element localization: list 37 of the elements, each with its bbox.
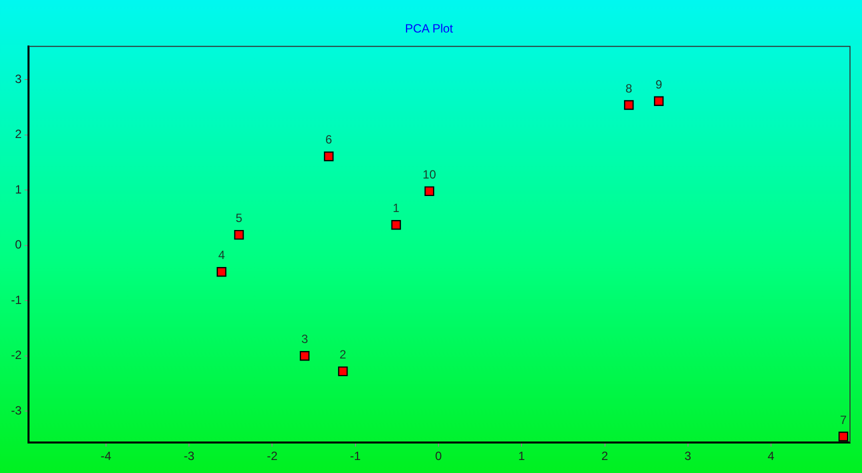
- annotation: 2: [340, 348, 347, 362]
- annotation: 10: [422, 167, 436, 182]
- annotation: 9: [655, 77, 662, 92]
- chart-title: PCA Plot: [404, 22, 454, 36]
- x-tick-label: 3: [684, 449, 692, 464]
- x-tick-label: 0: [435, 449, 442, 464]
- point: [654, 96, 664, 106]
- y-tick-label: 1: [14, 182, 22, 196]
- x-tick-label: -4: [100, 449, 112, 464]
- annotation: 4: [218, 248, 226, 262]
- point: [234, 230, 244, 240]
- x-tick-label: 4: [768, 449, 775, 464]
- annotation: 7: [840, 412, 848, 427]
- point: [391, 220, 401, 230]
- annotation: 6: [325, 132, 332, 147]
- y-tick-label: 2: [14, 127, 22, 142]
- point: [338, 366, 348, 376]
- annotation: 5: [236, 211, 243, 226]
- y-tick-label: 3: [14, 72, 22, 86]
- y-tick-label: -2: [11, 348, 22, 362]
- x-tick-label: 1: [518, 449, 526, 464]
- annotation: 3: [301, 332, 308, 346]
- y-tick-label: -3: [11, 403, 22, 418]
- x-tick-label: 2: [601, 449, 608, 464]
- annotation: 8: [626, 81, 633, 96]
- point: [216, 267, 226, 277]
- point: [424, 186, 434, 196]
- point: [838, 432, 848, 442]
- annotation: 1: [392, 201, 400, 216]
- x-tick-label: -1: [350, 449, 362, 464]
- point: [324, 152, 334, 162]
- x-tick-label: -3: [184, 449, 195, 464]
- y-tick-label: -1: [11, 292, 22, 307]
- y-tick-label: 0: [14, 238, 22, 252]
- point: [300, 351, 310, 361]
- point: [624, 100, 634, 110]
- x-tick-label: -2: [266, 449, 278, 464]
